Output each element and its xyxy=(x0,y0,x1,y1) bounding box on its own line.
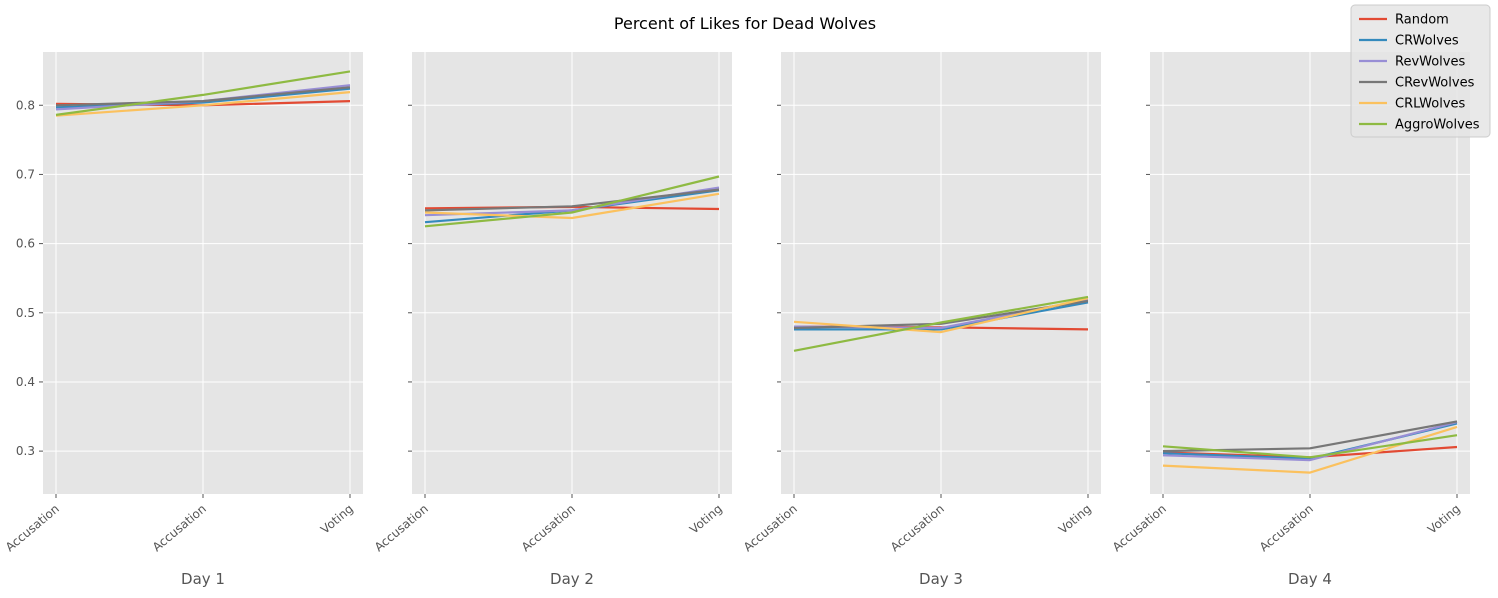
subplot-grid: 0.3 0.4 0.5 0.6 0.7 0.8 Accusation Accusation Vo… xyxy=(3,52,1470,588)
series-line-aggrowolves xyxy=(424,175,720,228)
x-axis-label: Day 3 xyxy=(919,570,963,588)
y-tick-label: 0.8 xyxy=(16,98,35,112)
x-tick-label: Accusation xyxy=(1257,502,1316,555)
legend-entry-crwolves: CRWolves xyxy=(1395,34,1459,49)
legend-entry-revwolves: RevWolves xyxy=(1395,55,1465,70)
series-line-crevwolves xyxy=(424,188,720,212)
x-axis-label: Day 4 xyxy=(1288,570,1332,588)
series-line-crlwolves xyxy=(793,297,1089,334)
legend-entry-crlwolves: CRLWolves xyxy=(1395,97,1466,112)
x-axis-label: Day 2 xyxy=(550,570,594,588)
y-tick-label: 0.5 xyxy=(16,306,35,320)
x-tick-label: Voting xyxy=(1425,502,1463,537)
x-tick-label: Accusation xyxy=(150,502,209,555)
x-tick-label: Accusation xyxy=(888,502,947,555)
x-tick-label: Voting xyxy=(1056,502,1094,537)
subplot-day-2: Accusation Accusation Voting Day 2 xyxy=(372,52,732,588)
series-line-crlwolves xyxy=(55,91,351,117)
legend-entry-crevwolves: CRevWolves xyxy=(1395,76,1475,91)
x-tick-label: Accusation xyxy=(741,502,800,555)
series-line-crlwolves xyxy=(424,192,720,220)
series-line-aggrowolves xyxy=(55,70,351,116)
legend-entry-aggrowolves: AggroWolves xyxy=(1395,118,1480,133)
y-tick-label: 0.3 xyxy=(16,444,35,458)
x-tick-label: Accusation xyxy=(372,502,431,555)
series-line-aggrowolves xyxy=(793,295,1089,352)
y-tick-label: 0.7 xyxy=(16,167,35,181)
chart-title: Percent of Likes for Dead Wolves xyxy=(614,14,876,33)
x-tick-label: Accusation xyxy=(1110,502,1169,555)
x-tick-label: Voting xyxy=(687,502,725,537)
x-tick-label: Voting xyxy=(318,502,356,537)
y-tick-label: 0.4 xyxy=(16,375,35,389)
series-line-revwolves xyxy=(1162,421,1458,462)
subplot-day-3: Accusation Accusation Voting Day 3 xyxy=(741,52,1101,588)
x-tick-label: Accusation xyxy=(519,502,578,555)
y-tick-label: 0.6 xyxy=(16,237,35,251)
x-tick-label: Accusation xyxy=(3,502,62,555)
x-axis-label: Day 1 xyxy=(181,570,225,588)
legend: Random CRWolves RevWolves CRevWolves CRLWolv… xyxy=(1350,4,1491,138)
legend-entry-random: Random xyxy=(1395,13,1449,28)
series-line-crevwolves xyxy=(55,86,351,107)
subplot-day-1: 0.3 0.4 0.5 0.6 0.7 0.8 Accusation Accusation Vo… xyxy=(3,52,363,588)
series-line-crwolves xyxy=(794,301,1089,331)
series-line-aggrowolves xyxy=(1162,434,1458,459)
